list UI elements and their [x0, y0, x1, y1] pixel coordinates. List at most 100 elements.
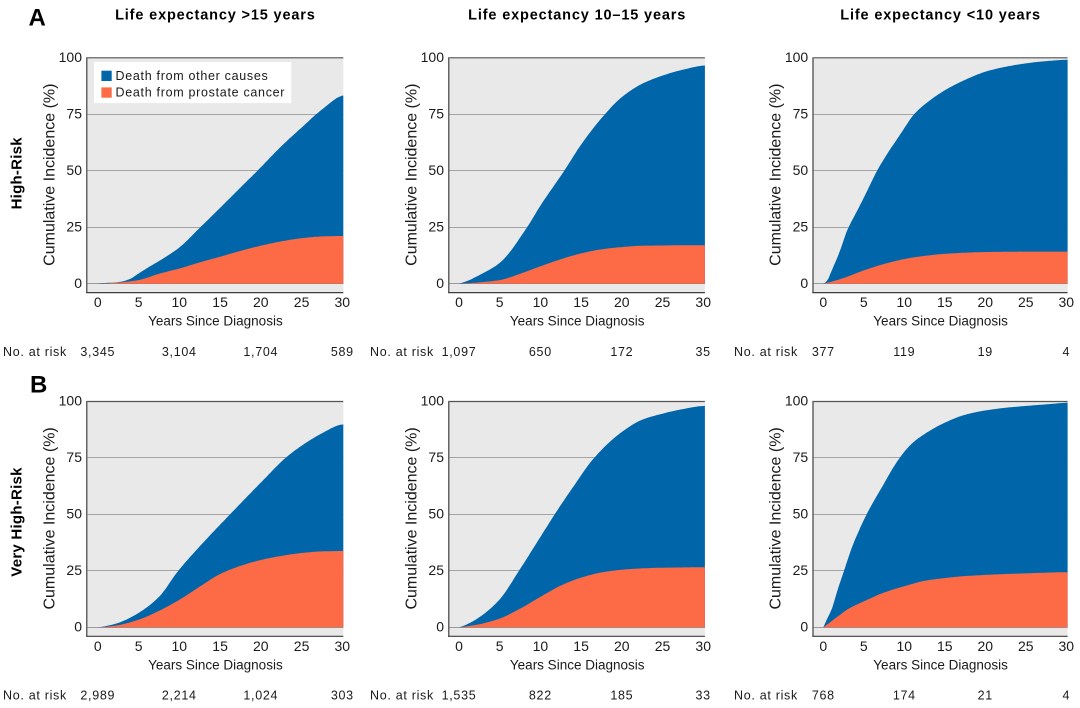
svg-text:Very High-Risk: Very High-Risk	[9, 467, 26, 577]
svg-text:0: 0	[455, 294, 463, 310]
svg-text:B: B	[30, 372, 47, 399]
svg-text:1,097: 1,097	[442, 345, 477, 359]
svg-text:Years Since Diagnosis: Years Since Diagnosis	[510, 314, 645, 329]
svg-text:185: 185	[610, 688, 633, 702]
svg-text:15: 15	[573, 638, 589, 654]
svg-text:25: 25	[793, 218, 809, 234]
svg-text:0: 0	[94, 294, 102, 310]
svg-text:0: 0	[800, 275, 808, 291]
svg-text:0: 0	[74, 275, 82, 291]
svg-text:Cumulative Incidence (%): Cumulative Incidence (%)	[404, 427, 421, 609]
svg-text:100: 100	[59, 49, 83, 65]
svg-text:0: 0	[436, 275, 444, 291]
svg-text:25: 25	[1018, 638, 1034, 654]
svg-text:20: 20	[253, 638, 269, 654]
svg-text:30: 30	[695, 294, 711, 310]
svg-text:Life expectancy >15 years: Life expectancy >15 years	[115, 7, 316, 23]
svg-text:1,535: 1,535	[442, 688, 477, 702]
svg-text:100: 100	[421, 49, 445, 65]
svg-text:20: 20	[978, 294, 994, 310]
svg-text:75: 75	[793, 449, 809, 465]
svg-text:589: 589	[331, 345, 354, 359]
svg-text:0: 0	[819, 294, 827, 310]
svg-text:377: 377	[812, 345, 835, 359]
svg-text:Death from prostate cancer: Death from prostate cancer	[116, 86, 286, 100]
svg-text:25: 25	[428, 218, 444, 234]
svg-text:30: 30	[695, 638, 711, 654]
svg-text:5: 5	[135, 294, 143, 310]
svg-text:10: 10	[172, 638, 188, 654]
svg-text:25: 25	[294, 638, 310, 654]
svg-text:Cumulative Incidence (%): Cumulative Incidence (%)	[768, 84, 785, 266]
svg-text:75: 75	[428, 449, 444, 465]
svg-text:75: 75	[66, 105, 82, 121]
svg-text:50: 50	[66, 162, 82, 178]
svg-text:3,104: 3,104	[162, 345, 197, 359]
svg-text:30: 30	[1059, 294, 1075, 310]
svg-text:20: 20	[614, 294, 630, 310]
svg-text:100: 100	[785, 393, 809, 409]
svg-text:2,214: 2,214	[162, 688, 197, 702]
svg-text:33: 33	[696, 688, 711, 702]
svg-text:15: 15	[573, 294, 589, 310]
svg-text:25: 25	[294, 294, 310, 310]
svg-text:25: 25	[655, 294, 671, 310]
svg-text:0: 0	[819, 638, 827, 654]
svg-text:15: 15	[937, 294, 953, 310]
svg-text:174: 174	[893, 688, 916, 702]
svg-text:0: 0	[800, 619, 808, 635]
svg-text:35: 35	[696, 345, 711, 359]
svg-text:5: 5	[860, 638, 868, 654]
svg-text:75: 75	[793, 105, 809, 121]
svg-text:10: 10	[533, 294, 549, 310]
svg-text:2,989: 2,989	[80, 688, 115, 702]
svg-text:5: 5	[496, 638, 504, 654]
svg-text:30: 30	[335, 294, 351, 310]
svg-text:Cumulative Incidence (%): Cumulative Incidence (%)	[42, 84, 59, 266]
svg-text:4: 4	[1062, 345, 1070, 359]
svg-text:10: 10	[172, 294, 188, 310]
svg-text:5: 5	[860, 294, 868, 310]
svg-text:30: 30	[335, 638, 351, 654]
svg-text:768: 768	[812, 688, 835, 702]
svg-text:100: 100	[421, 393, 445, 409]
svg-text:No. at risk: No. at risk	[734, 345, 798, 359]
svg-text:100: 100	[785, 49, 809, 65]
svg-text:303: 303	[331, 688, 354, 702]
svg-text:No. at risk: No. at risk	[3, 345, 67, 359]
svg-text:25: 25	[793, 562, 809, 578]
svg-text:30: 30	[1059, 638, 1075, 654]
svg-text:1,704: 1,704	[243, 345, 278, 359]
svg-text:Years Since Diagnosis: Years Since Diagnosis	[873, 657, 1008, 672]
svg-text:0: 0	[436, 619, 444, 635]
svg-text:Years Since Diagnosis: Years Since Diagnosis	[510, 657, 645, 672]
svg-text:75: 75	[428, 105, 444, 121]
svg-text:No. at risk: No. at risk	[3, 688, 67, 702]
svg-text:20: 20	[978, 638, 994, 654]
svg-text:Cumulative Incidence (%): Cumulative Incidence (%)	[768, 427, 785, 609]
svg-text:Cumulative Incidence (%): Cumulative Incidence (%)	[42, 427, 59, 609]
svg-text:25: 25	[1018, 294, 1034, 310]
svg-text:Years Since Diagnosis: Years Since Diagnosis	[873, 314, 1008, 329]
svg-text:50: 50	[428, 506, 444, 522]
svg-text:25: 25	[66, 218, 82, 234]
svg-text:No. at risk: No. at risk	[370, 688, 434, 702]
svg-text:3,345: 3,345	[80, 345, 115, 359]
svg-text:25: 25	[66, 562, 82, 578]
svg-text:Years Since Diagnosis: Years Since Diagnosis	[148, 314, 283, 329]
svg-text:75: 75	[66, 449, 82, 465]
svg-text:50: 50	[793, 162, 809, 178]
svg-text:10: 10	[897, 294, 913, 310]
svg-text:A: A	[29, 4, 46, 31]
svg-text:650: 650	[529, 345, 552, 359]
svg-text:0: 0	[74, 619, 82, 635]
svg-text:High-Risk: High-Risk	[9, 137, 26, 210]
svg-text:Cumulative Incidence (%): Cumulative Incidence (%)	[404, 84, 421, 266]
svg-text:1,024: 1,024	[243, 688, 278, 702]
svg-text:15: 15	[937, 638, 953, 654]
svg-text:0: 0	[455, 638, 463, 654]
svg-text:100: 100	[59, 393, 83, 409]
svg-text:15: 15	[212, 294, 228, 310]
svg-text:Years Since Diagnosis: Years Since Diagnosis	[148, 657, 283, 672]
svg-text:Life expectancy <10 years: Life expectancy <10 years	[840, 7, 1041, 23]
